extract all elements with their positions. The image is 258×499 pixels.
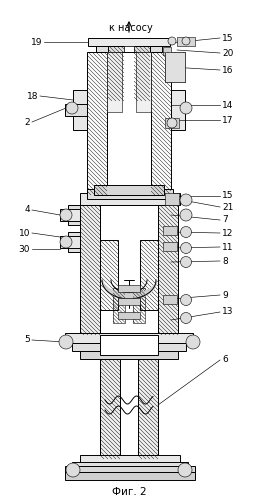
Circle shape — [181, 256, 191, 267]
Bar — [100, 335, 158, 355]
Bar — [80, 205, 100, 335]
Bar — [151, 52, 171, 195]
Bar — [94, 185, 164, 195]
Bar — [65, 333, 193, 343]
Circle shape — [66, 463, 80, 477]
Text: 12: 12 — [222, 229, 233, 238]
Bar — [60, 209, 80, 221]
Text: 2: 2 — [24, 117, 30, 127]
Circle shape — [180, 102, 192, 114]
Text: 9: 9 — [222, 290, 228, 299]
Bar — [163, 226, 177, 235]
Circle shape — [182, 37, 190, 45]
Bar — [118, 285, 140, 292]
Bar — [68, 232, 80, 252]
Text: 30: 30 — [19, 245, 30, 253]
Bar — [165, 118, 179, 128]
Bar — [60, 236, 80, 248]
Text: 14: 14 — [222, 100, 233, 109]
Circle shape — [181, 312, 191, 323]
Bar — [100, 240, 118, 310]
Circle shape — [181, 243, 191, 253]
Bar — [138, 359, 158, 459]
Bar — [80, 193, 180, 205]
Text: 13: 13 — [222, 307, 233, 316]
Bar — [158, 205, 178, 335]
Bar — [163, 242, 177, 251]
Bar — [120, 359, 138, 459]
Circle shape — [167, 118, 177, 128]
Text: 8: 8 — [222, 256, 228, 265]
Text: 5: 5 — [24, 335, 30, 344]
Bar — [165, 52, 185, 82]
Circle shape — [66, 102, 78, 114]
Bar — [96, 46, 162, 52]
Text: 15: 15 — [222, 192, 233, 201]
Text: 19: 19 — [30, 37, 42, 46]
Bar — [140, 240, 158, 310]
Circle shape — [180, 209, 192, 221]
Bar — [80, 205, 100, 335]
Bar — [136, 52, 151, 112]
Bar — [133, 288, 145, 323]
Bar — [177, 37, 195, 46]
Bar — [88, 38, 170, 46]
Bar — [107, 52, 122, 112]
Bar — [68, 205, 80, 225]
Bar — [72, 343, 186, 351]
Text: 7: 7 — [222, 216, 228, 225]
Text: 4: 4 — [24, 206, 30, 215]
Bar — [108, 46, 124, 101]
Text: Фиг. 2: Фиг. 2 — [112, 487, 146, 497]
Bar — [158, 205, 178, 335]
Bar — [80, 455, 180, 467]
Bar — [65, 466, 195, 474]
Bar — [100, 359, 120, 459]
Circle shape — [60, 236, 72, 248]
Bar — [65, 472, 195, 480]
Circle shape — [168, 37, 176, 45]
Bar — [80, 351, 178, 359]
Bar — [72, 462, 188, 472]
Bar — [87, 189, 173, 199]
Circle shape — [59, 335, 73, 349]
Bar — [107, 52, 151, 195]
Text: 18: 18 — [27, 91, 38, 100]
Text: к насосу: к насосу — [109, 23, 153, 33]
Bar — [134, 46, 150, 101]
Text: 15: 15 — [222, 33, 233, 42]
Bar — [165, 52, 185, 82]
Text: 21: 21 — [222, 203, 233, 212]
Text: 16: 16 — [222, 65, 233, 74]
Bar — [163, 295, 177, 304]
Bar — [118, 298, 140, 305]
Circle shape — [178, 463, 192, 477]
Bar — [165, 193, 179, 205]
Circle shape — [60, 209, 72, 221]
Text: 10: 10 — [19, 229, 30, 238]
Bar — [113, 288, 125, 323]
Bar — [124, 46, 134, 101]
Bar — [87, 52, 107, 195]
Bar — [65, 104, 87, 116]
Circle shape — [186, 335, 200, 349]
Text: 11: 11 — [222, 243, 233, 251]
Bar — [100, 359, 120, 459]
Circle shape — [181, 294, 191, 305]
Circle shape — [180, 194, 192, 206]
Text: 20: 20 — [222, 48, 233, 57]
Bar — [73, 90, 87, 130]
Bar — [100, 205, 158, 335]
Text: 6: 6 — [222, 355, 228, 364]
Bar — [171, 90, 185, 130]
Bar — [163, 47, 171, 55]
Bar — [138, 359, 158, 459]
Bar — [118, 312, 140, 319]
Text: 17: 17 — [222, 115, 233, 124]
Circle shape — [181, 227, 191, 238]
